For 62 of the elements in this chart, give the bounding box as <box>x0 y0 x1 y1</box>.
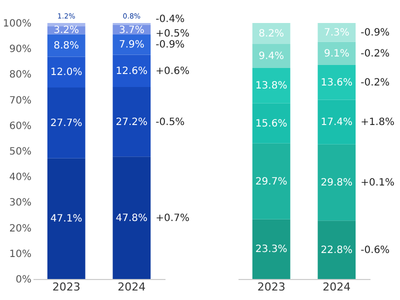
x-tick-label: 2023 <box>52 280 80 294</box>
bar <box>47 23 86 26</box>
bar <box>318 144 356 221</box>
data-label: 13.8% <box>255 80 288 92</box>
annotation: +0.6% <box>156 66 190 77</box>
annotation: -0.9% <box>156 40 185 51</box>
annotation: -0.2% <box>360 48 390 60</box>
data-label: 27.7% <box>50 118 82 129</box>
y-tick-label: 40% <box>9 172 32 184</box>
bar <box>252 219 290 279</box>
annotation: +1.8% <box>360 117 394 128</box>
annotation: +0.1% <box>360 177 394 188</box>
bar <box>47 56 86 88</box>
y-tick-label: 0% <box>16 274 32 286</box>
data-label: 23.3% <box>255 244 288 256</box>
data-label: 17.4% <box>320 117 353 128</box>
bar <box>252 44 290 68</box>
data-label: 29.8% <box>320 177 353 188</box>
data-label: 22.8% <box>320 244 353 256</box>
data-label: 3.7% <box>118 24 144 36</box>
annotation: -0.2% <box>360 77 390 88</box>
annotation: -0.5% <box>156 116 185 128</box>
bar <box>47 88 86 158</box>
data-label: 9.4% <box>258 51 284 62</box>
bar <box>318 220 356 279</box>
data-label: 27.2% <box>116 116 148 128</box>
data-label: 9.1% <box>324 48 350 60</box>
data-label: 47.8% <box>116 212 148 224</box>
x-tick-label: 2024 <box>322 280 351 294</box>
data-label: 7.9% <box>118 40 144 51</box>
data-label: 12.6% <box>116 66 148 77</box>
bar <box>318 42 356 65</box>
data-label: 15.6% <box>255 118 288 130</box>
y-tick-label: 70% <box>9 95 32 106</box>
y-tick-label: 30% <box>9 198 32 209</box>
annotation: +0.7% <box>156 212 190 224</box>
annotation: -0.6% <box>360 244 390 256</box>
bar <box>112 54 151 87</box>
y-tick-label: 80% <box>9 70 32 81</box>
annotation: +0.5% <box>156 28 190 40</box>
bar <box>112 87 151 157</box>
x-tick-label: 2023 <box>257 280 286 294</box>
annotation: -0.9% <box>360 27 390 38</box>
y-tick-label: 90% <box>9 44 32 56</box>
data-label: 7.3% <box>324 27 350 38</box>
bar <box>252 143 290 220</box>
bar <box>112 156 151 279</box>
annotation: -0.4% <box>156 14 185 26</box>
data-label: 29.7% <box>255 176 288 188</box>
y-tick-label: 60% <box>9 120 32 132</box>
y-tick-label: 100% <box>2 18 32 30</box>
x-tick-label: 2024 <box>118 280 146 294</box>
y-tick-label: 20% <box>9 223 32 234</box>
data-label: 13.6% <box>320 77 353 88</box>
data-label: 12.0% <box>50 67 82 78</box>
data-label: 47.1% <box>50 214 82 225</box>
bar <box>47 158 86 279</box>
data-label: 3.2% <box>54 25 80 36</box>
data-label: 8.8% <box>54 40 80 52</box>
y-tick-label: 10% <box>9 248 32 260</box>
data-label: 8.2% <box>258 28 284 40</box>
y-tick-label: 50% <box>9 146 32 158</box>
